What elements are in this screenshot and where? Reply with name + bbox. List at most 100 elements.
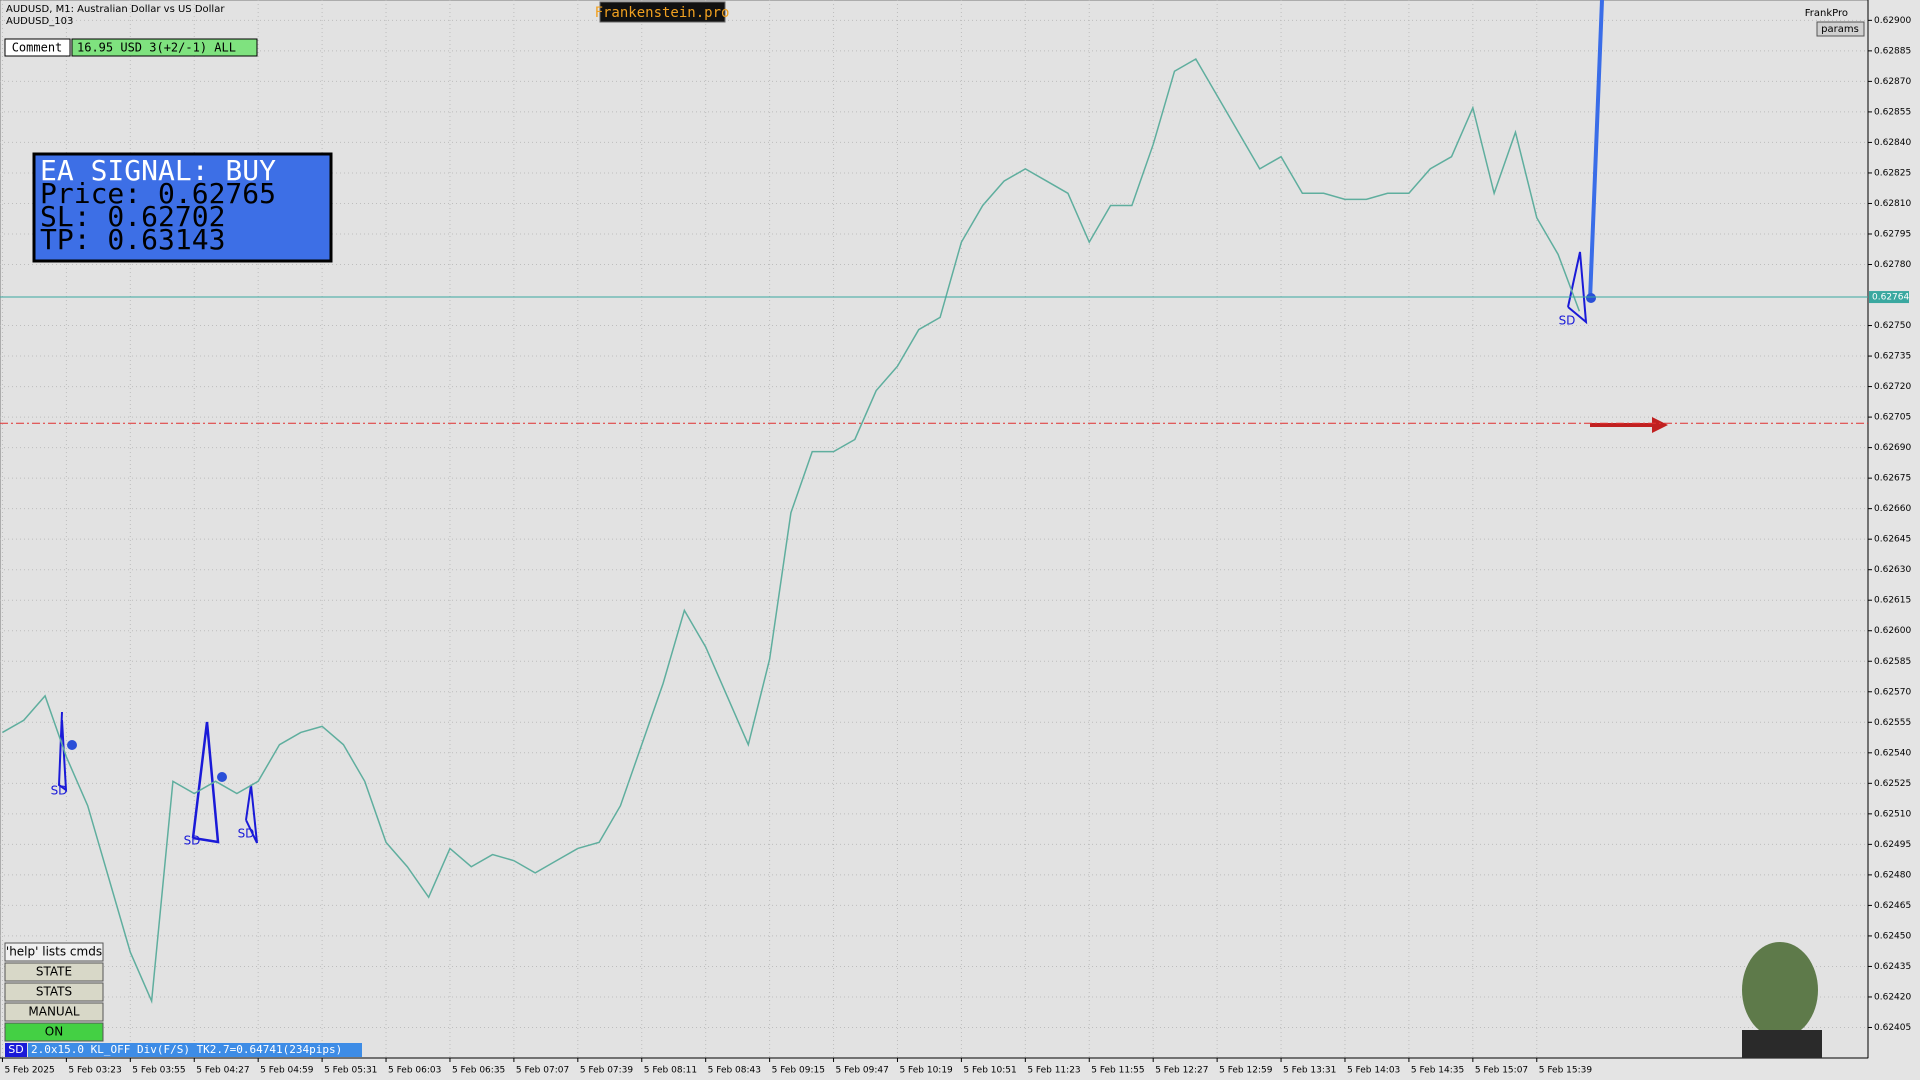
comment-label: Comment <box>12 41 63 55</box>
x-tick-label: 5 Feb 10:51 <box>963 1066 1016 1076</box>
y-tick-label: 0.62750 <box>1874 321 1911 331</box>
y-tick-label: 0.62825 <box>1874 168 1911 178</box>
current-price-label: 0.62764 <box>1872 293 1909 303</box>
annotation: SD <box>184 834 201 848</box>
y-tick-label: 0.62525 <box>1874 779 1911 789</box>
pattern <box>1567 251 1588 325</box>
y-tick-label: 0.62660 <box>1874 504 1911 514</box>
annotation: SD <box>1559 314 1576 328</box>
x-tick-label: 5 Feb 12:27 <box>1155 1066 1208 1076</box>
y-tick-label: 0.62600 <box>1874 626 1911 636</box>
profile-name: FrankPro <box>1805 8 1848 19</box>
params-button[interactable] <box>1816 21 1865 37</box>
y-tick-label: 0.62615 <box>1874 596 1911 606</box>
stats-box <box>71 38 258 57</box>
params-label[interactable]: params <box>1821 24 1859 35</box>
y-tick-label: 0.62705 <box>1874 413 1911 423</box>
annotation: SD <box>238 827 255 841</box>
x-tick-label: 5 Feb 03:23 <box>68 1066 121 1076</box>
x-tick-label: 5 Feb 03:55 <box>132 1066 185 1076</box>
y-tick-label: 0.62795 <box>1874 229 1911 239</box>
x-tick-label: 5 Feb 15:39 <box>1539 1066 1593 1076</box>
x-tick-label: 5 Feb 05:31 <box>324 1066 377 1076</box>
y-tick-label: 0.62690 <box>1874 443 1911 453</box>
brand: Frankenstein.pro <box>595 5 730 21</box>
x-tick-label: 5 Feb 10:19 <box>899 1066 953 1076</box>
pattern <box>245 784 258 844</box>
y-tick-label: 0.62810 <box>1874 199 1911 209</box>
x-tick-label: 5 Feb 08:43 <box>708 1066 761 1076</box>
sl-arrow-head <box>1652 417 1668 433</box>
brand-box <box>599 1 726 23</box>
status-tag-box <box>5 1043 27 1057</box>
x-tick-label: 5 Feb 04:27 <box>196 1066 249 1076</box>
x-tick-label: 5 Feb 09:47 <box>836 1066 889 1076</box>
x-tick-label: 5 Feb 14:03 <box>1347 1066 1400 1076</box>
current-price-tag <box>1869 291 1909 304</box>
y-tick-label: 0.62870 <box>1874 77 1911 87</box>
y-tick-label: 0.62570 <box>1874 687 1911 697</box>
button-label[interactable]: 'help' lists cmds <box>6 945 102 959</box>
x-tick-label: 5 Feb 11:23 <box>1027 1066 1080 1076</box>
status-tag: SD <box>8 1043 23 1056</box>
y-tick-label: 0.62645 <box>1874 535 1911 545</box>
symbol-title: AUDUSD, M1: Australian Dollar vs US Doll… <box>6 4 225 15</box>
y-tick-label: 0.62675 <box>1874 474 1911 484</box>
x-tick-label: 5 Feb 14:35 <box>1411 1066 1464 1076</box>
pattern <box>191 721 220 844</box>
button-label[interactable]: STATS <box>36 985 72 999</box>
x-tick-label: 5 Feb 09:15 <box>772 1066 825 1076</box>
projection-line <box>1588 0 1604 301</box>
x-tick-label: 5 Feb 08:11 <box>644 1066 697 1076</box>
y-tick-label: 0.62735 <box>1874 352 1911 362</box>
status-box <box>28 1043 362 1057</box>
grid <box>0 0 1868 1058</box>
y-tick-label: 0.62840 <box>1874 138 1911 148</box>
stats-button[interactable] <box>4 982 104 1002</box>
y-tick-label: 0.62480 <box>1874 870 1911 880</box>
y-tick-label: 0.62885 <box>1874 46 1911 56</box>
state-button[interactable] <box>4 962 104 982</box>
marker <box>67 740 77 750</box>
account-name: AUDUSD_103 <box>6 16 73 27</box>
y-tick-label: 0.62540 <box>1874 748 1911 758</box>
x-tick-label: 5 Feb 06:03 <box>388 1066 441 1076</box>
signal-line: EA SIGNAL: BUY <box>40 154 276 187</box>
x-tick-label: 5 Feb 15:07 <box>1475 1066 1528 1076</box>
price-line <box>2 57 1581 1004</box>
y-tick-label: 0.62720 <box>1874 382 1911 392</box>
x-tick-label: 5 Feb 13:31 <box>1283 1066 1336 1076</box>
y-tick-label: 0.62465 <box>1874 901 1911 911</box>
x-tick-label: 5 Feb 07:39 <box>580 1066 634 1076</box>
annotation: SD <box>51 784 68 798</box>
x-tick-label: 5 Feb 04:59 <box>260 1066 314 1076</box>
signal-line: Price: 0.62765 <box>40 177 276 210</box>
help-button[interactable] <box>4 942 104 962</box>
y-tick-label: 0.62780 <box>1874 260 1911 270</box>
y-tick-label: 0.62855 <box>1874 107 1911 117</box>
button-label[interactable]: ON <box>45 1025 63 1039</box>
on-button[interactable] <box>4 1022 104 1042</box>
mascot-body <box>1742 1030 1822 1058</box>
x-tick-label: 5 Feb 11:55 <box>1091 1066 1144 1076</box>
marker <box>1586 293 1596 303</box>
y-tick-label: 0.62630 <box>1874 565 1911 575</box>
signal-line: TP: 0.63143 <box>40 223 225 256</box>
x-tick-label: 5 Feb 12:59 <box>1219 1066 1273 1076</box>
y-tick-label: 0.62495 <box>1874 840 1911 850</box>
comment-box <box>4 38 71 57</box>
button-label[interactable]: MANUAL <box>28 1005 80 1019</box>
y-tick-label: 0.62510 <box>1874 809 1911 819</box>
y-tick-label: 0.62585 <box>1874 657 1911 667</box>
manual-button[interactable] <box>4 1002 104 1022</box>
y-tick-label: 0.62405 <box>1874 1023 1911 1033</box>
stats-text: 16.95 USD 3(+2/-1) ALL <box>77 41 236 55</box>
signal-box <box>32 152 333 263</box>
marker <box>217 772 227 782</box>
signal-line: SL: 0.62702 <box>40 200 225 233</box>
button-label[interactable]: STATE <box>36 965 72 979</box>
y-tick-label: 0.62420 <box>1874 992 1911 1002</box>
